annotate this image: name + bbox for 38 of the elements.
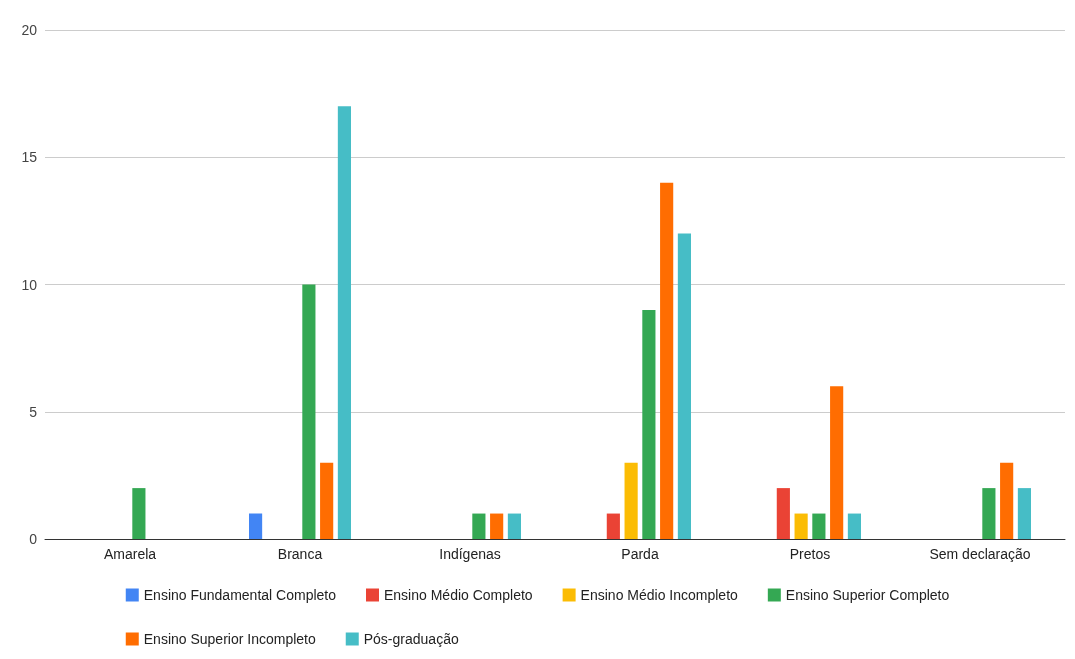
- bar: [847, 513, 861, 539]
- x-tick-label: Sem declaração: [929, 546, 1031, 562]
- legend-label: Ensino Superior Incompleto: [143, 631, 316, 647]
- x-tick-label: Indígenas: [439, 546, 501, 562]
- bar: [642, 309, 656, 539]
- x-tick-label: Parda: [621, 546, 659, 562]
- bar: [660, 182, 674, 539]
- bar: [830, 386, 844, 539]
- bar: [1017, 488, 1031, 539]
- bar: [249, 513, 263, 539]
- bar: [337, 106, 351, 539]
- bar: [507, 513, 521, 539]
- x-tick-label: Branca: [277, 546, 323, 562]
- y-tick-label: 20: [21, 22, 38, 38]
- bar: [776, 488, 790, 539]
- bar: [302, 284, 316, 539]
- bar: [490, 513, 504, 539]
- y-tick-label: 15: [21, 149, 38, 166]
- legend-label: Pós-graduação: [363, 631, 459, 647]
- bar: [624, 462, 638, 539]
- legend-label: Ensino Médio Completo: [383, 587, 533, 603]
- y-tick-label: 5: [29, 403, 38, 420]
- bar: [606, 513, 620, 539]
- bar: [132, 488, 146, 539]
- legend-label: Ensino Fundamental Completo: [143, 587, 337, 603]
- x-tick-label: Amarela: [103, 546, 157, 562]
- y-tick-label: 0: [29, 531, 38, 547]
- bar: [472, 513, 486, 539]
- legend-label: Ensino Médio Incompleto: [580, 587, 739, 603]
- y-tick-label: 10: [21, 276, 38, 293]
- x-tick-label: Pretos: [789, 546, 831, 562]
- legend-label: Ensino Superior Completo: [785, 587, 950, 603]
- bar: [677, 233, 691, 539]
- bar: [812, 513, 826, 539]
- bar: [982, 488, 996, 539]
- bar: [794, 513, 808, 539]
- bar: [1000, 462, 1014, 539]
- bar: [320, 462, 334, 539]
